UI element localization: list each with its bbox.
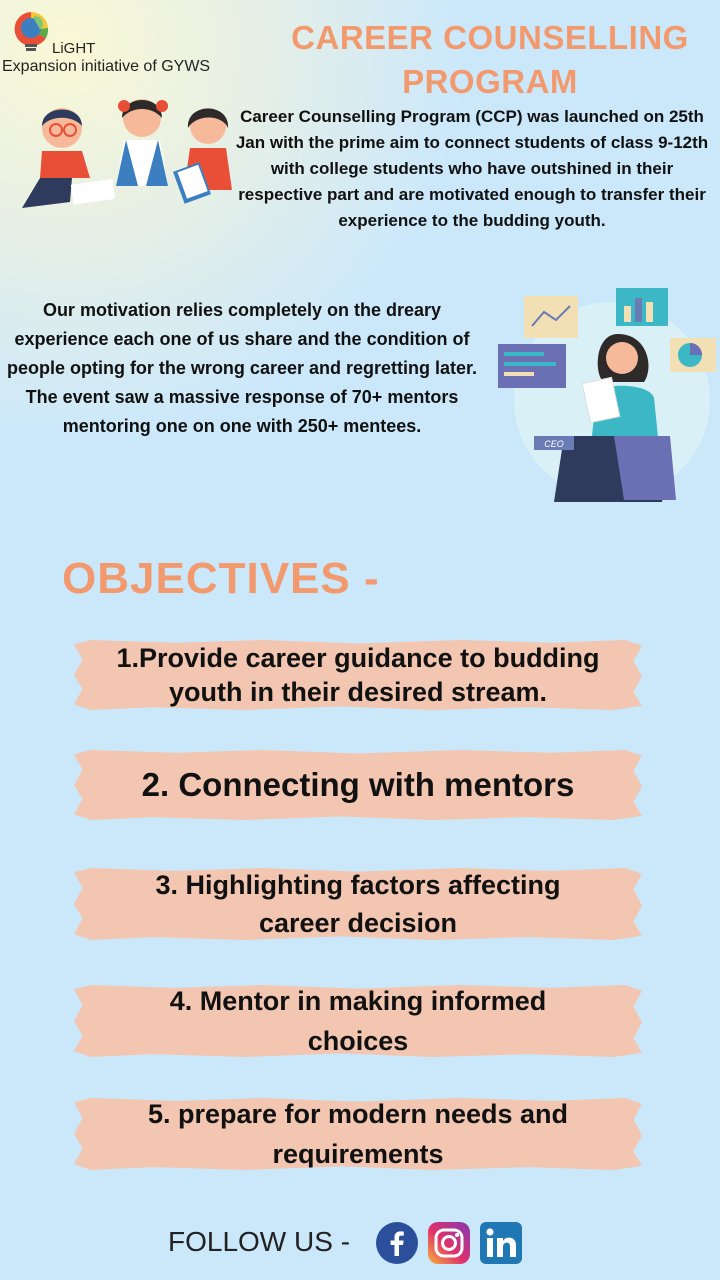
- motivation-paragraph: Our motivation relies completely on the …: [6, 300, 478, 436]
- objective-text-5: 5. prepare for modern needs and requirem…: [147, 1099, 569, 1169]
- objective-card-2: 2. Connecting with mentors: [74, 750, 642, 820]
- logo-name: LiGHT: [52, 40, 96, 57]
- objective-text-4: 4. Mentor in making informed choices: [169, 986, 547, 1056]
- objective-card-4: 4. Mentor in making informed choices: [74, 985, 642, 1057]
- linkedin-icon[interactable]: [480, 1222, 522, 1264]
- light-logo-icon: [14, 11, 49, 51]
- kids-reading-illustration: [22, 99, 232, 208]
- objective-card-3: 3. Highlighting factors affecting career…: [74, 868, 642, 940]
- objective-text-2: 2. Connecting with mentors: [141, 766, 575, 803]
- intro-paragraph: Career Counselling Program (CCP) was lau…: [235, 107, 709, 230]
- facebook-icon[interactable]: [376, 1222, 418, 1264]
- objective-card-5: 5. prepare for modern needs and requirem…: [74, 1098, 642, 1170]
- page-title: CAREER COUNSELLING PROGRAM: [291, 19, 689, 100]
- follow-us-label: FOLLOW US -: [168, 1226, 351, 1257]
- objective-card-1: 1.Provide career guidance to budding you…: [74, 640, 642, 710]
- ceo-working-illustration: CEO: [498, 288, 716, 502]
- objectives-heading: OBJECTIVES -: [62, 554, 380, 603]
- instagram-icon[interactable]: [428, 1222, 470, 1264]
- objective-text-3: 3. Highlighting factors affecting career…: [155, 870, 561, 938]
- ceo-label: CEO: [544, 439, 564, 449]
- logo-tagline: Expansion initiative of GYWS: [2, 58, 211, 75]
- objective-text-1: 1.Provide career guidance to budding you…: [116, 643, 600, 707]
